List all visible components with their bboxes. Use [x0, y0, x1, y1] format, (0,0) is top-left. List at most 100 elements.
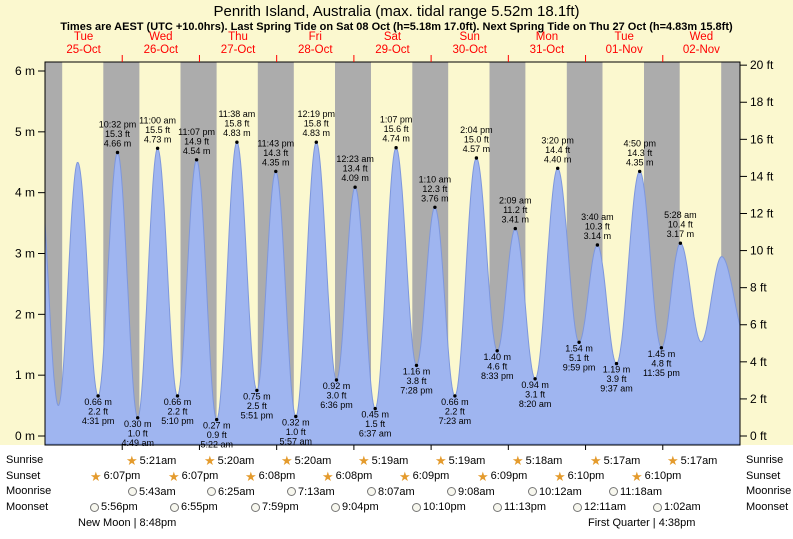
tide-annotation-low: 0.30 m 1.0 ft 4:49 am — [121, 419, 154, 448]
moonrise-event: 6:25am — [207, 485, 255, 498]
sunrise-event: ★ 5:20am — [281, 454, 331, 467]
moonrise-time: 5:43am — [139, 485, 176, 498]
sun-star-icon: ★ — [281, 453, 293, 468]
sunrise-time: 5:19am — [371, 454, 409, 467]
sunrise-event: ★ 5:19am — [435, 454, 485, 467]
left-axis-label: 2 m — [15, 307, 35, 321]
sun-star-icon: ★ — [204, 453, 216, 468]
tide-extreme-dot — [614, 361, 619, 366]
sun-star-icon: ★ — [322, 468, 334, 484]
tide-annotation-low: 0.66 m 2.2 ft 5:10 pm — [161, 397, 194, 426]
tide-extreme-dot — [175, 394, 180, 398]
sun-star-icon: ★ — [667, 453, 679, 468]
tide-annotation-low: 1.16 m 3.8 ft 7:28 pm — [400, 366, 433, 395]
sunset-time: 6:09pm — [490, 470, 528, 482]
moon-icon — [573, 502, 582, 512]
sunrise-time: 5:17am — [603, 454, 641, 467]
tide-extreme-dot — [556, 166, 560, 170]
left-axis-label: 5 m — [15, 125, 35, 139]
tide-annotation-low: 1.19 m 3.9 ft 9:37 am — [600, 365, 633, 394]
tide-annotation-high: 11:00 am 15.5 ft 4.73 m — [139, 115, 176, 144]
tide-annotation-high: 3:40 am 10.3 ft 3.14 m — [581, 212, 614, 241]
sunset-time: 6:09pm — [412, 470, 450, 482]
tide-extreme-dot — [255, 388, 259, 393]
tide-annotation-low: 0.45 m 1.5 ft 6:37 am — [359, 410, 392, 439]
tide-extreme-dot — [414, 363, 419, 368]
day-label: Sun 30-Oct — [452, 31, 487, 56]
tide-annotation-low: 1.54 m 5.1 ft 9:59 pm — [563, 343, 596, 372]
sunset-time: 6:07pm — [181, 470, 219, 482]
sunset-time: 6:07pm — [103, 470, 141, 482]
tide-annotation-high: 11:43 pm 14.3 ft 4.35 m — [257, 138, 294, 167]
sunset-event: ★ 6:09pm — [477, 470, 527, 483]
moonset-time: 7:59pm — [262, 501, 299, 513]
tide-extreme-dot — [115, 150, 120, 155]
moonrise-event: 10:12am — [528, 485, 582, 498]
day-label: Tue 01-Nov — [606, 31, 643, 56]
moon-icon — [367, 487, 376, 496]
tide-annotation-low: 0.92 m 3.0 ft 6:36 pm — [320, 381, 353, 410]
tide-extreme-dot — [314, 140, 318, 144]
right-axis-label: 14 ft — [750, 169, 774, 183]
moonset-time: 11:13pm — [504, 501, 546, 513]
moon-icon — [331, 502, 340, 512]
tide-annotation-high: 2:04 pm 15.0 ft 4.57 m — [460, 125, 493, 154]
day-label: Wed 02-Nov — [683, 31, 720, 56]
sunset-event: ★ 6:08pm — [245, 470, 295, 483]
tide-annotation-low: 0.66 m 2.2 ft 7:23 am — [439, 397, 472, 426]
right-axis-label: 0 ft — [750, 429, 767, 443]
moonset-event: 10:10pm — [412, 501, 466, 514]
moonrise-event: 8:07am — [367, 485, 415, 498]
tide-annotation-high: 12:23 am 13.4 ft 4.09 m — [336, 154, 374, 183]
tide-annotation-low: 1.45 m 4.8 ft 11:35 pm — [643, 349, 680, 378]
right-axis-label: 10 ft — [750, 244, 774, 258]
tide-extreme-dot — [495, 349, 499, 353]
moon-icon — [128, 487, 137, 496]
moonset-event: 7:59pm — [251, 501, 299, 514]
moon-icon — [170, 502, 179, 512]
sunset-time: 6:10pm — [644, 470, 682, 482]
sunset-time: 6:10pm — [567, 470, 605, 482]
sunset-event: ★ 6:07pm — [90, 470, 140, 483]
moonrise-row-label-right: Moonrise — [746, 485, 792, 497]
tide-extreme-dot — [235, 140, 239, 144]
sun-star-icon: ★ — [512, 453, 524, 468]
moon-icon — [251, 502, 260, 512]
tide-extreme-dot — [533, 377, 537, 381]
tide-extreme-dot — [453, 394, 457, 398]
day-label: Mon 31-Oct — [530, 31, 565, 56]
new-moon-note: New Moon | 8:48pm — [78, 517, 177, 529]
sunset-time: 6:08pm — [258, 470, 296, 482]
right-axis-label: 12 ft — [750, 206, 774, 220]
sunrise-time: 5:18am — [525, 454, 563, 467]
tide-annotation-high: 10:32 pm 15.3 ft 4.66 m — [99, 120, 137, 149]
moonrise-time: 8:07am — [378, 485, 415, 498]
right-axis-label: 4 ft — [750, 355, 767, 369]
tide-annotation-high: 3:20 pm 14.4 ft 4.40 m — [541, 135, 574, 164]
tide-annotation-high: 2:09 am 11.2 ft 3.41 m — [499, 196, 532, 225]
moonrise-event: 11:18am — [609, 485, 662, 498]
sun-star-icon: ★ — [435, 453, 447, 468]
tide-annotation-low: 0.94 m 3.1 ft 8:20 am — [519, 380, 552, 409]
sunset-event: ★ 6:10pm — [554, 470, 604, 483]
moonset-event: 12:11am — [573, 501, 626, 514]
sunset-event: ★ 6:10pm — [631, 470, 681, 483]
moonrise-event: 7:13am — [287, 485, 335, 498]
moonrise-time: 10:12am — [539, 485, 582, 498]
sunrise-time: 5:19am — [448, 454, 486, 467]
right-axis-label: 6 ft — [750, 318, 767, 332]
sunrise-time: 5:21am — [139, 454, 177, 467]
sunrise-row-label-right: Sunrise — [746, 454, 784, 466]
moon-icon — [90, 502, 99, 512]
sunrise-event: ★ 5:19am — [358, 454, 408, 467]
tide-extreme-dot — [595, 243, 600, 247]
page-subtitle: Times are AEST (UTC +10.0hrs). Last Spri… — [60, 21, 733, 33]
tide-annotation-high: 11:07 pm 14.9 ft 4.54 m — [178, 127, 215, 156]
day-label: Thu 27-Oct — [221, 31, 256, 56]
sunrise-event: ★ 5:18am — [512, 454, 562, 467]
moon-icon — [493, 502, 502, 512]
tide-annotation-high: 12:19 pm 15.8 ft 4.83 m — [298, 109, 336, 138]
tide-extreme-dot — [96, 394, 100, 398]
